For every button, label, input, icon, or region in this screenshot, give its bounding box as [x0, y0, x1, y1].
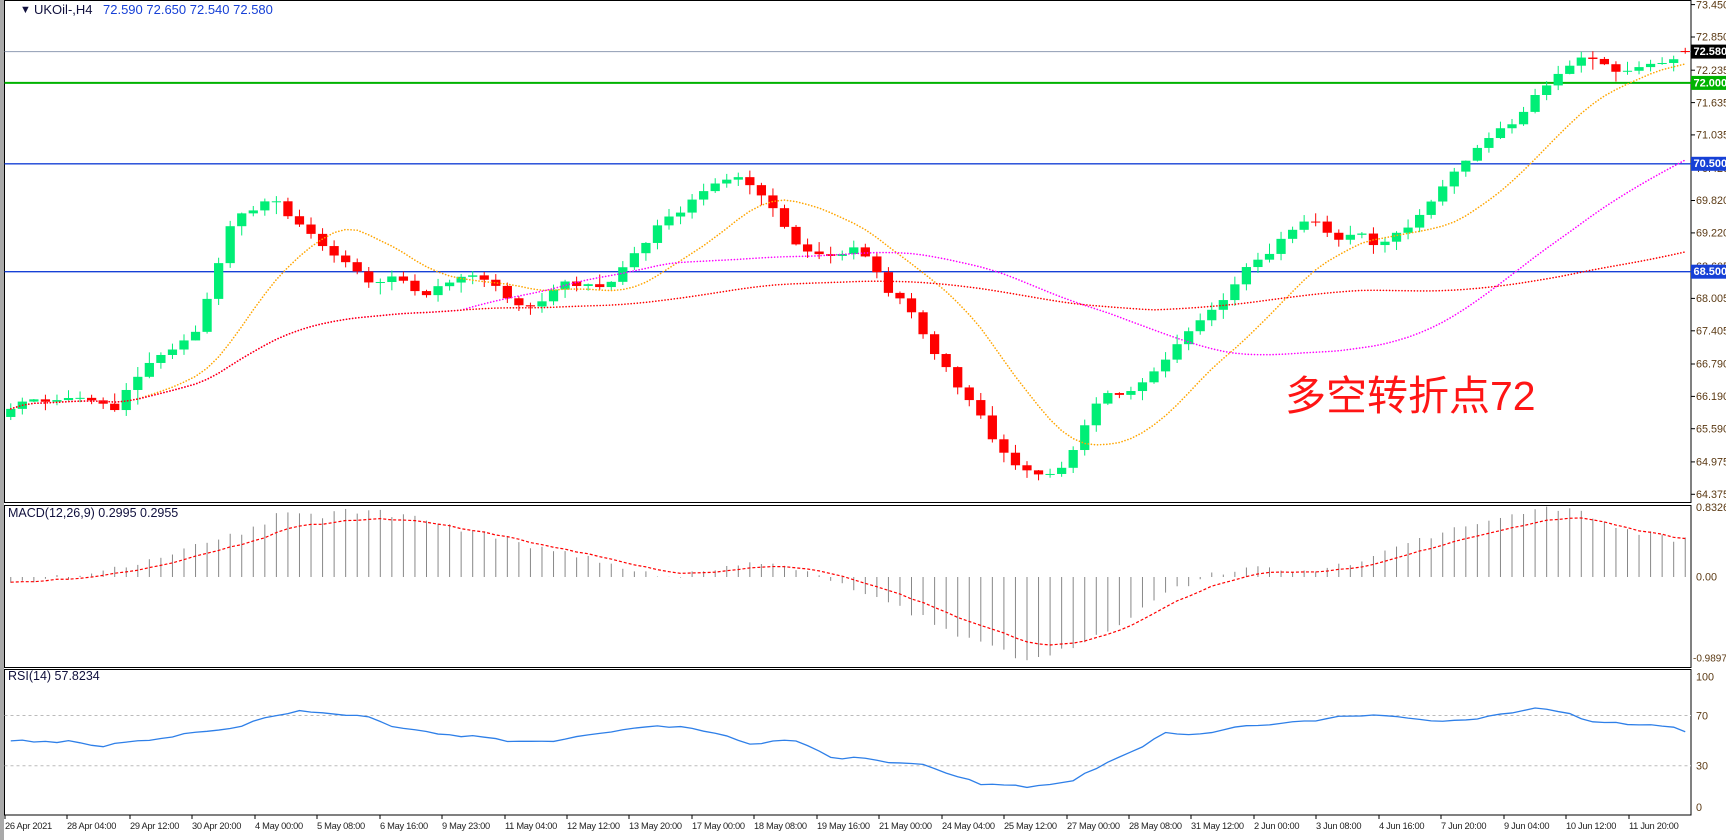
svg-text:28 May 08:00: 28 May 08:00 — [1129, 821, 1182, 831]
svg-text:9 May 23:00: 9 May 23:00 — [442, 821, 490, 831]
svg-text:0: 0 — [1696, 802, 1702, 814]
svg-text:72.590 72.650 72.540 72.580: 72.590 72.650 72.540 72.580 — [103, 2, 273, 17]
svg-text:70: 70 — [1696, 711, 1708, 723]
svg-text:18 May 08:00: 18 May 08:00 — [754, 821, 807, 831]
svg-text:69.820: 69.820 — [1696, 195, 1726, 207]
svg-text:72.850: 72.850 — [1696, 32, 1726, 44]
svg-text:21 May 00:00: 21 May 00:00 — [879, 821, 932, 831]
svg-text:72.580: 72.580 — [1694, 46, 1726, 58]
svg-text:28 Apr 04:00: 28 Apr 04:00 — [67, 821, 116, 831]
svg-text:10 Jun 12:00: 10 Jun 12:00 — [1566, 821, 1616, 831]
svg-text:72.000: 72.000 — [1694, 77, 1726, 89]
svg-text:11 May 04:00: 11 May 04:00 — [505, 821, 557, 831]
svg-text:5 May 08:00: 5 May 08:00 — [317, 821, 365, 831]
svg-text:9 Jun 04:00: 9 Jun 04:00 — [1504, 821, 1549, 831]
svg-text:3 Jun 08:00: 3 Jun 08:00 — [1316, 821, 1361, 831]
svg-text:31 May 12:00: 31 May 12:00 — [1191, 821, 1244, 831]
svg-text:RSI(14) 57.8234: RSI(14) 57.8234 — [8, 669, 100, 683]
svg-text:13 May 20:00: 13 May 20:00 — [629, 821, 682, 831]
svg-text:19 May 16:00: 19 May 16:00 — [817, 821, 870, 831]
svg-text:27 May 00:00: 27 May 00:00 — [1067, 821, 1120, 831]
svg-text:▼: ▼ — [20, 4, 31, 16]
svg-text:0.00: 0.00 — [1696, 572, 1717, 584]
svg-text:12 May 12:00: 12 May 12:00 — [567, 821, 620, 831]
svg-text:6 May 16:00: 6 May 16:00 — [380, 821, 428, 831]
svg-text:0.8326: 0.8326 — [1696, 502, 1726, 514]
svg-text:26 Apr 2021: 26 Apr 2021 — [5, 821, 52, 831]
svg-text:多空转折点72: 多空转折点72 — [1285, 373, 1536, 419]
svg-text:64.975: 64.975 — [1696, 457, 1726, 469]
svg-text:30: 30 — [1696, 761, 1708, 773]
svg-text:64.375: 64.375 — [1696, 489, 1726, 501]
svg-text:UKOil-,H4: UKOil-,H4 — [34, 2, 93, 17]
svg-text:100: 100 — [1696, 672, 1714, 684]
svg-text:68.500: 68.500 — [1694, 266, 1726, 278]
svg-text:71.635: 71.635 — [1696, 97, 1726, 109]
svg-text:-0.9897: -0.9897 — [1693, 654, 1726, 665]
svg-text:72.235: 72.235 — [1696, 65, 1726, 77]
svg-text:71.035: 71.035 — [1696, 130, 1726, 142]
svg-text:25 May 12:00: 25 May 12:00 — [1004, 821, 1057, 831]
svg-text:67.405: 67.405 — [1696, 326, 1726, 338]
svg-text:68.005: 68.005 — [1696, 293, 1726, 305]
svg-text:69.220: 69.220 — [1696, 228, 1726, 240]
svg-text:4 May 00:00: 4 May 00:00 — [255, 821, 303, 831]
svg-text:24 May 04:00: 24 May 04:00 — [942, 821, 995, 831]
svg-text:17 May 00:00: 17 May 00:00 — [692, 821, 745, 831]
svg-text:73.450: 73.450 — [1696, 0, 1726, 11]
svg-text:70.500: 70.500 — [1694, 158, 1726, 170]
svg-text:4 Jun 16:00: 4 Jun 16:00 — [1379, 821, 1424, 831]
svg-text:2 Jun 00:00: 2 Jun 00:00 — [1254, 821, 1299, 831]
svg-text:7 Jun 20:00: 7 Jun 20:00 — [1441, 821, 1486, 831]
svg-text:66.190: 66.190 — [1696, 391, 1726, 403]
svg-text:30 Apr 20:00: 30 Apr 20:00 — [192, 821, 241, 831]
svg-text:29 Apr 12:00: 29 Apr 12:00 — [130, 821, 179, 831]
svg-text:65.590: 65.590 — [1696, 423, 1726, 435]
svg-text:MACD(12,26,9) 0.2995 0.2955: MACD(12,26,9) 0.2995 0.2955 — [8, 506, 178, 520]
svg-text:11 Jun 20:00: 11 Jun 20:00 — [1629, 821, 1679, 831]
svg-text:66.790: 66.790 — [1696, 359, 1726, 371]
